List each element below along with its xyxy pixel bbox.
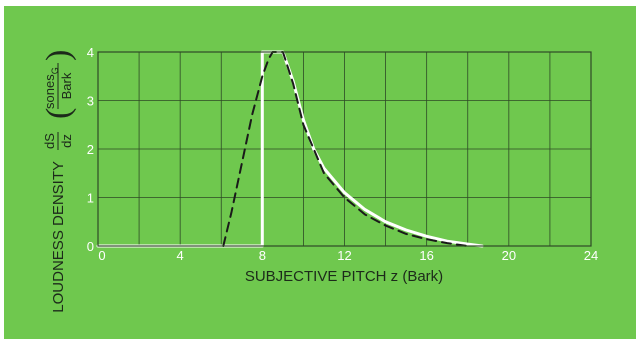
- y-axis-label-main: LOUDNESS DENSITY: [50, 161, 67, 313]
- x-tick-label: 24: [584, 248, 598, 263]
- y-axis-title: LOUDNESS DENSITY dS dz ( sonesG Bark ): [40, 50, 77, 313]
- y-axis-paren-close: ): [40, 50, 77, 61]
- y-tick-label: 1: [87, 191, 94, 206]
- x-tick-label: 0: [98, 248, 105, 263]
- y-axis-deriv-den: dz: [59, 134, 74, 148]
- x-tick-label: 8: [259, 248, 266, 263]
- plot-frame: [97, 51, 592, 247]
- x-tick-label: 20: [502, 248, 516, 263]
- y-axis-unit-den: Bark: [59, 72, 74, 99]
- y-tick-label: 4: [87, 45, 94, 60]
- gridlines: [98, 52, 591, 246]
- y-tick-label: 2: [87, 142, 94, 157]
- x-tick-label: 12: [337, 248, 351, 263]
- x-tick-label: 16: [419, 248, 433, 263]
- x-tick-label: 4: [177, 248, 184, 263]
- x-axis-title: SUBJECTIVE PITCH z (Bark): [245, 268, 443, 285]
- series-line-dashed: [222, 51, 469, 247]
- y-axis-paren-open: (: [40, 108, 77, 119]
- y-tick-label: 3: [87, 94, 94, 109]
- y-axis-unit-subscript: G: [50, 67, 60, 74]
- y-axis-deriv-num: dS: [42, 133, 57, 149]
- y-tick-label: 0: [87, 239, 94, 254]
- chart-figure: 0 4 8 12 16 20 24 0 1 2 3 4 SUBJECTIVE PITCH z (Bar…: [4, 6, 636, 339]
- y-axis-unit-num-text: sones: [42, 74, 57, 109]
- y-axis-unit-num: sonesG: [42, 67, 60, 109]
